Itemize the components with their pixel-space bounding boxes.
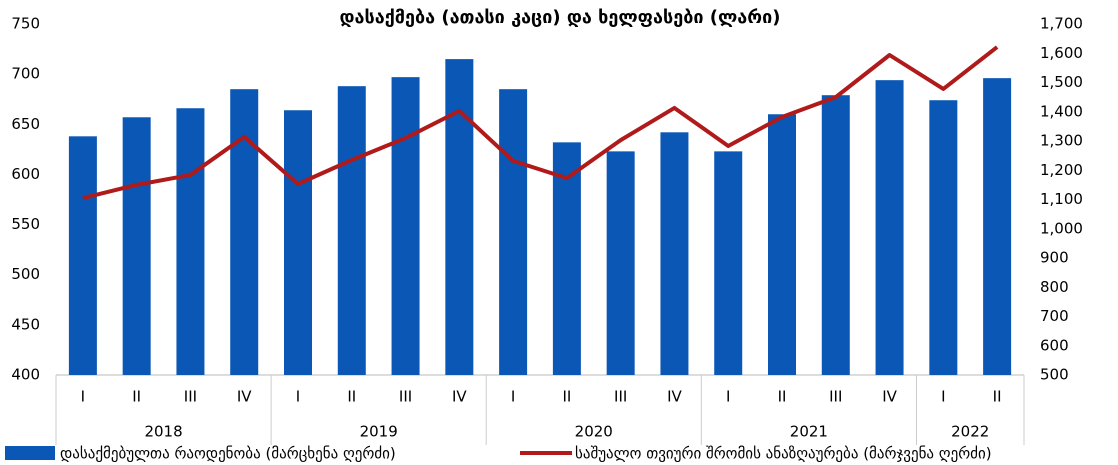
x-tick-label: II [347,388,356,406]
x-group-label: 2021 [790,423,828,441]
y-tick-label: 650 [11,115,40,133]
x-tick-label: IV [237,388,252,406]
legend-label: დასაქმებულთა რაოდენობა (მარცხენა ღერძი) [60,445,396,463]
x-tick-label: IV [452,388,467,406]
legend-label: საშუალო თვიური შრომის ანაზღაურება (მარჯვ… [575,445,992,463]
bar [983,78,1012,375]
x-tick-label: I [726,388,730,406]
y-tick-label: 600 [11,165,40,183]
y2-tick-label: 500 [1040,366,1069,384]
y2-tick-label: 1,500 [1040,73,1083,91]
bar [552,142,581,375]
bar [68,136,97,375]
x-tick-label: III [829,388,842,406]
x-tick-label: I [81,388,85,406]
y2-tick-label: 1,200 [1040,161,1083,179]
x-group-label: 2018 [144,423,182,441]
x-tick-label: IV [667,388,682,406]
x-tick-label: I [941,388,945,406]
y2-tick-label: 1,300 [1040,132,1083,150]
x-tick-label: II [132,388,141,406]
legend-swatch [5,446,55,460]
x-tick-label: III [399,388,412,406]
x-tick-label: III [184,388,197,406]
bar [499,89,528,375]
y-tick-label: 500 [11,265,40,283]
y-tick-label: 450 [11,315,40,333]
x-tick-label: II [993,388,1002,406]
bar [445,59,474,375]
x-tick-label: II [562,388,571,406]
x-group-label: 2022 [951,423,989,441]
bar [714,151,743,375]
x-group-label: 2019 [360,423,398,441]
chart-title: დასაქმება (ათასი კაცი) და ხელფასები (ლარ… [340,7,781,28]
y-tick-label: 700 [11,65,40,83]
y2-tick-label: 1,100 [1040,190,1083,208]
bar [122,117,151,375]
y2-tick-label: 1,000 [1040,219,1083,237]
y2-tick-label: 700 [1040,307,1069,325]
x-tick-label: I [511,388,515,406]
x-tick-label: IV [882,388,897,406]
y2-tick-label: 1,700 [1040,15,1083,33]
y2-tick-label: 900 [1040,249,1069,267]
y2-tick-label: 800 [1040,278,1069,296]
y2-tick-label: 1,600 [1040,44,1083,62]
y2-tick-label: 600 [1040,336,1069,354]
y2-tick-label: 1,400 [1040,102,1083,120]
x-tick-label: I [296,388,300,406]
bar [337,86,366,376]
x-tick-label: II [778,388,787,406]
bar [391,77,420,375]
bar [875,80,904,375]
y-tick-label: 400 [11,366,40,384]
y-tick-label: 550 [11,215,40,233]
x-group-label: 2020 [575,423,613,441]
y-tick-label: 750 [11,15,40,33]
bar [660,132,689,375]
bar [176,108,205,376]
bar [821,95,850,376]
bar [606,151,635,375]
bar [284,110,312,375]
x-tick-label: III [614,388,627,406]
line [82,45,999,200]
bar [929,100,958,376]
bar [768,114,796,375]
bar [230,89,259,375]
